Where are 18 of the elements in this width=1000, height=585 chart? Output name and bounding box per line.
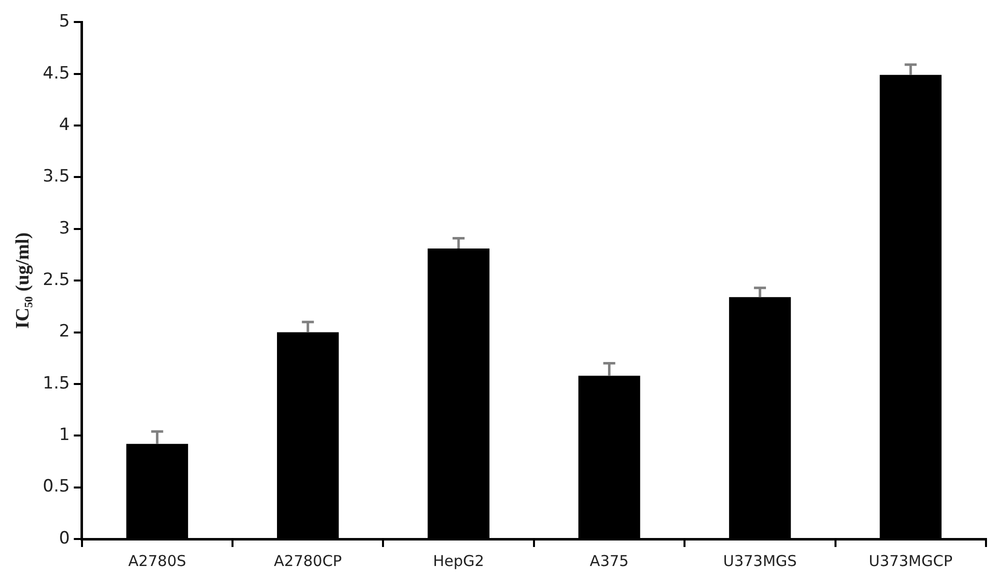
y-tick-label: 0 (59, 528, 70, 548)
x-tick-label: A375 (590, 552, 629, 570)
x-tick-label: U373MGCP (868, 552, 953, 570)
y-tick-label: 2 (59, 322, 70, 342)
x-tick-label: A2780CP (274, 552, 342, 570)
y-tick-label: 1 (59, 425, 70, 446)
y-axis-title: IC₅₀ (ug/ml) (12, 232, 34, 329)
y-tick-label: 0.5 (42, 476, 70, 497)
y-tick-label: 1.5 (42, 373, 70, 394)
x-tick-label: U373MGS (723, 552, 797, 570)
y-tick-label: 3 (59, 218, 70, 238)
y-tick-label: 5 (59, 12, 70, 32)
y-tick-label: 4.5 (42, 63, 70, 84)
y-tick-label: 2.5 (42, 270, 70, 290)
x-tick-label: A2780S (128, 552, 186, 570)
y-tick-label: 3.5 (42, 166, 70, 187)
y-tick-label: 4 (59, 114, 70, 135)
x-tick-label: HepG2 (432, 552, 484, 570)
